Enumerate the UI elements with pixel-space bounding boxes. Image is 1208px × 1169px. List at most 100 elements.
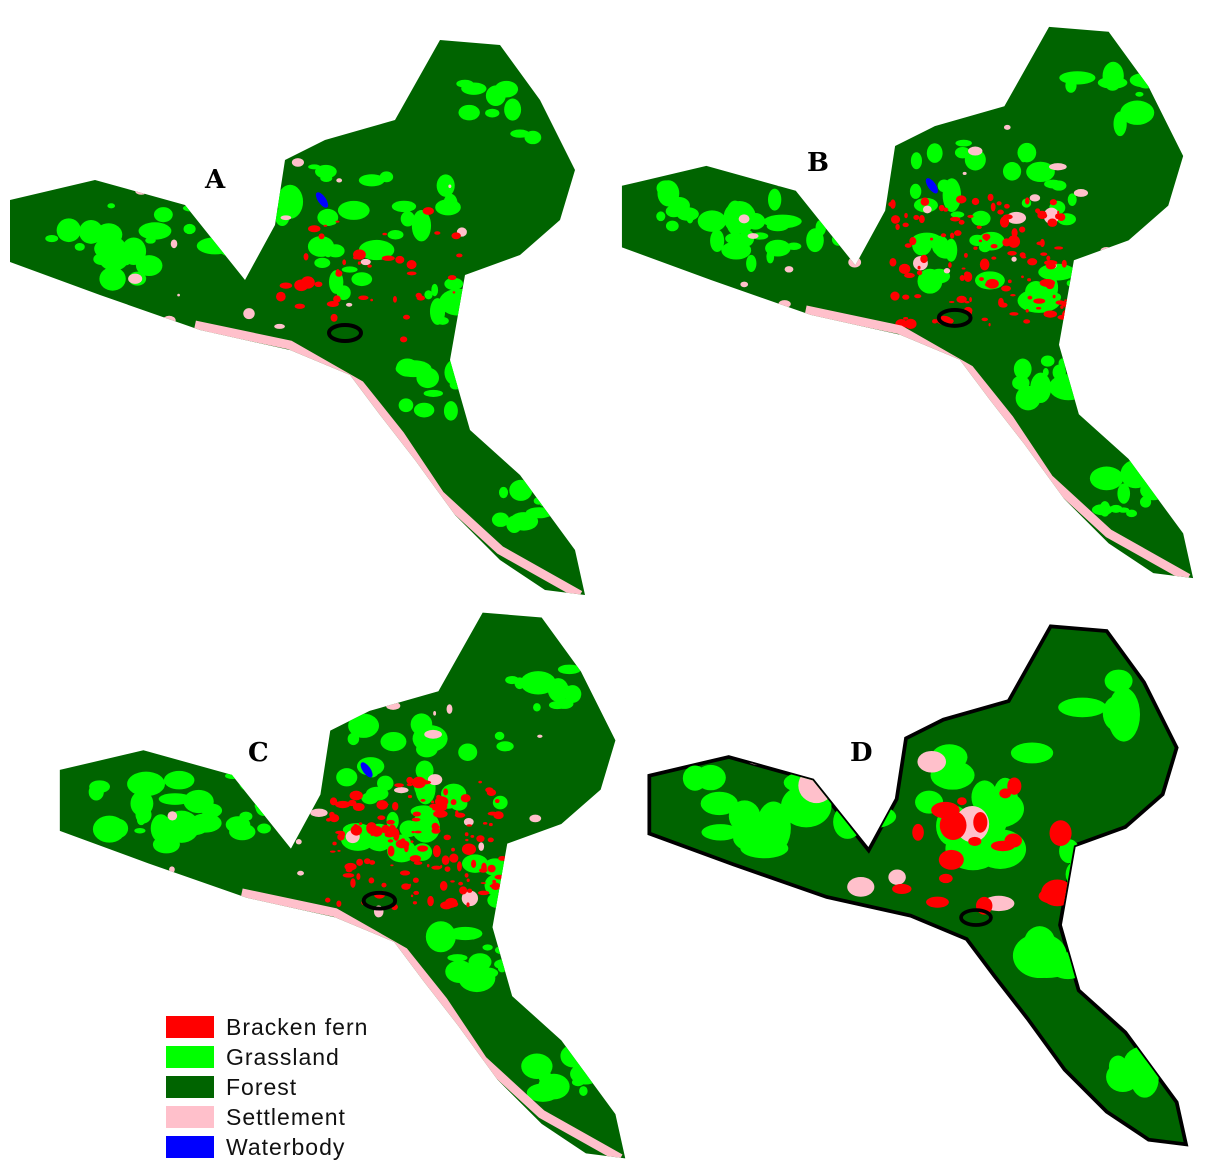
- bracken-fern-patch: [1061, 259, 1067, 268]
- grassland-patch: [766, 221, 789, 232]
- settlement-patch: [1100, 247, 1113, 254]
- bracken-fern-patch: [381, 824, 390, 834]
- settlement-patch: [238, 177, 249, 184]
- bracken-fern-patch: [335, 220, 340, 223]
- bracken-fern-patch: [954, 230, 962, 236]
- bracken-fern-patch: [1040, 252, 1048, 256]
- settlement-patch: [177, 293, 180, 297]
- grassland-patch: [1012, 375, 1030, 391]
- bracken-fern-patch: [333, 295, 341, 303]
- land-cover-map-c: [59, 612, 626, 1159]
- bracken-fern-patch: [399, 870, 411, 876]
- bracken-fern-patch: [492, 879, 497, 884]
- legend-label: Waterbody: [226, 1133, 346, 1160]
- bracken-fern-patch: [330, 313, 338, 322]
- bracken-fern-patch: [487, 864, 496, 873]
- grassland-patch: [560, 1044, 587, 1068]
- bracken-fern-patch: [490, 882, 501, 890]
- settlement-patch: [917, 750, 947, 773]
- bracken-fern-patch: [416, 295, 425, 301]
- grassland-patch: [135, 806, 152, 824]
- bracken-fern-patch: [963, 252, 968, 258]
- legend-swatch: [166, 1106, 214, 1128]
- bracken-fern-patch: [335, 269, 340, 274]
- grassland-patch: [380, 731, 407, 752]
- bracken-fern-patch: [1024, 197, 1030, 205]
- grassland-patch: [1117, 483, 1131, 504]
- bracken-fern-patch: [968, 836, 982, 846]
- bracken-fern-patch: [890, 199, 896, 209]
- bracken-fern-patch: [382, 803, 389, 806]
- grassland-patch: [686, 212, 694, 224]
- settlement-patch: [922, 205, 932, 214]
- grassland-patch: [557, 664, 581, 675]
- grassland-patch: [1135, 91, 1144, 97]
- grassland-patch: [336, 768, 358, 787]
- bracken-fern-patch: [406, 260, 417, 270]
- panel-label-c: C: [248, 738, 269, 768]
- grassland-patch: [1058, 697, 1107, 718]
- bracken-fern-patch: [961, 267, 966, 270]
- settlement-patch: [336, 178, 343, 183]
- grassland-patch: [315, 164, 337, 179]
- grassland-patch: [1102, 61, 1124, 91]
- bracken-fern-patch: [332, 841, 337, 846]
- bracken-fern-patch: [950, 216, 961, 222]
- bracken-fern-patch: [358, 295, 369, 301]
- settlement-patch: [729, 312, 742, 327]
- bracken-fern-patch: [413, 861, 423, 865]
- grassland-patch: [458, 743, 478, 761]
- bracken-fern-patch: [433, 810, 448, 818]
- settlement-patch: [310, 808, 328, 818]
- bracken-fern-patch: [990, 202, 996, 212]
- grassland-patch: [1126, 509, 1138, 518]
- grassland-patch: [496, 741, 514, 752]
- grassland-patch: [93, 253, 110, 266]
- bracken-fern-patch: [1064, 299, 1068, 302]
- bracken-fern-patch: [441, 855, 450, 866]
- bracken-fern-patch: [1045, 281, 1055, 290]
- bracken-fern-patch: [959, 274, 965, 282]
- grassland-patch: [1098, 298, 1120, 316]
- bracken-fern-patch: [949, 232, 955, 239]
- grassland-patch: [45, 234, 59, 243]
- grassland-patch: [533, 703, 541, 712]
- grassland-patch: [443, 193, 458, 214]
- bracken-fern-patch: [978, 239, 983, 243]
- grassland-patch: [74, 243, 85, 251]
- grassland-patch: [521, 1053, 553, 1079]
- settlement-patch: [968, 146, 983, 156]
- grassland-patch: [695, 764, 726, 791]
- settlement-patch: [349, 702, 359, 710]
- bracken-fern-patch: [482, 821, 488, 825]
- bracken-fern-patch: [979, 258, 990, 271]
- settlement-patch: [167, 811, 178, 821]
- grassland-patch: [701, 824, 740, 841]
- settlement-patch: [463, 817, 474, 826]
- grassland-patch: [1105, 303, 1112, 313]
- grassland-patch: [971, 780, 998, 814]
- bracken-fern-patch: [452, 291, 456, 294]
- bracken-fern-patch: [450, 880, 455, 883]
- bracken-fern-patch: [457, 861, 462, 872]
- bracken-fern-patch: [356, 873, 361, 881]
- bracken-fern-patch: [477, 890, 490, 896]
- bracken-fern-patch: [308, 225, 321, 233]
- grassland-patch: [436, 174, 455, 197]
- bracken-fern-patch: [344, 862, 357, 871]
- settlement-patch: [793, 315, 801, 325]
- bracken-fern-patch: [981, 317, 989, 322]
- bracken-fern-patch: [1004, 203, 1010, 209]
- panel-label-b: B: [807, 148, 829, 178]
- grassland-patch: [444, 277, 464, 291]
- grassland-patch: [1013, 358, 1032, 380]
- bracken-fern-patch: [1027, 258, 1038, 266]
- bracken-fern-patch: [426, 863, 430, 868]
- legend-item-waterbody: Waterbody: [166, 1132, 368, 1162]
- map-legend: Bracken fern Grassland Forest Settlement…: [166, 1012, 368, 1162]
- bracken-fern-patch: [460, 794, 471, 803]
- grassland-patch: [447, 954, 468, 962]
- panel-label-d: D: [850, 738, 873, 768]
- bracken-fern-patch: [926, 896, 949, 908]
- bracken-fern-patch: [410, 840, 414, 843]
